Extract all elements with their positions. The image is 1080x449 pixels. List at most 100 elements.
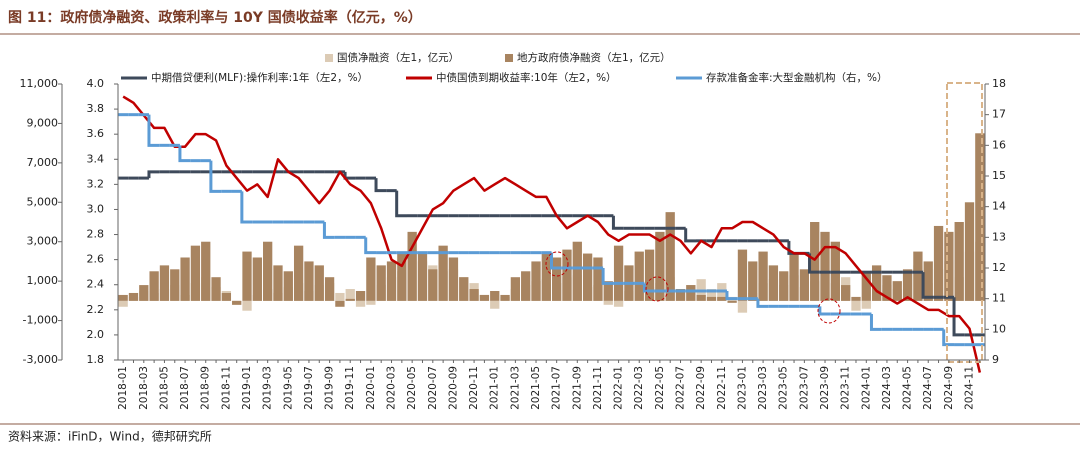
tick-label: -3,000	[23, 353, 58, 366]
bar	[335, 300, 345, 307]
legend-swatch	[505, 54, 513, 62]
annotations	[545, 82, 983, 363]
bar	[541, 251, 551, 301]
bar	[593, 257, 603, 301]
bar	[634, 251, 644, 301]
x-tick-label: 2023-01	[736, 366, 748, 410]
legend-swatch	[325, 54, 333, 62]
bar	[500, 294, 510, 301]
x-tick-label: 2022-03	[633, 366, 645, 410]
step-line	[240, 191, 253, 224]
bar	[221, 292, 232, 301]
bar	[448, 257, 459, 301]
bar	[397, 251, 407, 301]
x-tick-label: 2023-03	[757, 366, 769, 410]
bar	[128, 292, 139, 301]
bar	[118, 294, 128, 301]
bar	[417, 251, 428, 301]
bar	[521, 271, 531, 301]
step-line	[147, 170, 160, 179]
bar	[407, 231, 417, 301]
tick-label: 2.4	[87, 278, 105, 291]
x-tick-label: 2019-07	[303, 366, 315, 410]
bar	[314, 265, 324, 301]
x-tick-label: 2023-11	[840, 366, 852, 410]
bar	[717, 296, 727, 301]
bar	[459, 277, 469, 301]
step-line	[322, 222, 335, 239]
tick-label: 1,000	[27, 274, 59, 287]
bar	[263, 241, 273, 301]
tick-label: 11,000	[20, 77, 59, 90]
bar	[603, 281, 613, 301]
x-tick-label: 2020-03	[386, 366, 398, 410]
bar	[820, 231, 830, 301]
x-tick-label: 2021-05	[530, 366, 542, 410]
bar	[737, 300, 748, 313]
bar	[841, 285, 851, 301]
x-tick-label: 2020-07	[427, 366, 439, 410]
tick-label: 13	[992, 230, 1006, 243]
step-line	[952, 297, 965, 337]
bar	[190, 245, 201, 301]
bar	[139, 285, 149, 301]
bar	[882, 275, 892, 301]
bar	[644, 249, 655, 301]
tick-label: 5,000	[27, 195, 59, 208]
bar	[748, 261, 758, 301]
x-tick-label: 2024-01	[860, 366, 872, 410]
x-tick-label: 2018-01	[117, 366, 129, 410]
tick-label: 9	[992, 353, 999, 366]
legend-label: 存款准备金率:大型金融机构（右，%）	[706, 71, 888, 84]
bar	[913, 251, 923, 301]
bar	[242, 300, 252, 311]
tick-label: 1.8	[87, 353, 105, 366]
legend-label: 国债净融资（左1，亿元）	[337, 51, 459, 64]
legend-label: 中期借贷便利(MLF):操作利率:1年（左2，%）	[151, 71, 368, 84]
chart-title: 图 11：政府债净融资、政策利率与 10Y 国债收益率（亿元，%）	[8, 9, 422, 26]
x-tick-label: 2022-11	[716, 366, 728, 410]
bar	[531, 261, 541, 301]
tick-label: 3.4	[87, 152, 105, 165]
tick-label: 3,000	[27, 235, 59, 248]
bar	[149, 271, 159, 301]
x-tick-label: 2020-09	[447, 366, 459, 410]
bar	[366, 257, 376, 301]
bar	[892, 281, 902, 301]
highlight-circle	[645, 276, 669, 302]
step-line	[178, 145, 191, 163]
x-tick-label: 2018-05	[158, 366, 170, 410]
legend-label: 地方政府债净融资（左1，亿元）	[517, 51, 671, 64]
bar	[861, 300, 871, 309]
x-tick-label: 2019-11	[344, 366, 356, 410]
bar	[304, 261, 314, 301]
bar	[211, 277, 221, 301]
bar	[324, 277, 335, 301]
step-line	[756, 298, 769, 308]
x-tick-label: 2019-09	[324, 366, 336, 410]
tick-label: 7,000	[27, 156, 59, 169]
bar-layer	[118, 133, 985, 313]
tick-label: 4.0	[87, 77, 105, 90]
bar	[355, 300, 366, 307]
bar	[159, 265, 170, 301]
x-tick-label: 2022-05	[654, 366, 666, 410]
bar	[851, 300, 861, 311]
bar	[706, 289, 717, 301]
bar	[696, 294, 706, 301]
bar	[572, 241, 582, 301]
x-tick-label: 2023-05	[778, 366, 790, 410]
step-line	[364, 237, 377, 255]
tick-label: 17	[992, 108, 1006, 121]
step-line	[869, 314, 882, 331]
x-tick-label: 2020-11	[468, 366, 480, 410]
bar	[345, 298, 355, 301]
bar	[727, 300, 737, 303]
x-tick-label: 2019-05	[282, 366, 294, 410]
tick-label: 3.8	[87, 102, 105, 115]
x-tick-label: 2018-09	[200, 366, 212, 410]
bar	[902, 269, 913, 301]
bar	[180, 257, 190, 301]
x-tick-label: 2018-07	[179, 366, 191, 410]
